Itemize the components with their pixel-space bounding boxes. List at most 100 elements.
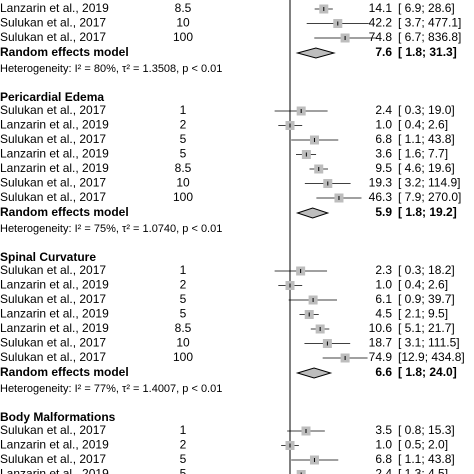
dose-label: 5 [180, 452, 187, 466]
effect-box [296, 470, 306, 474]
dose-label: 10 [176, 16, 190, 30]
study-label: Sulukan et al., 2017 [0, 132, 106, 146]
study-label: Sulukan et al., 2017 [0, 176, 106, 190]
dose-label: 1 [180, 263, 187, 277]
group-title: Body Malformations [0, 410, 116, 424]
dose-label: 1 [180, 423, 187, 437]
or-label: 9.5 [375, 161, 392, 175]
study-label: Lanzarin et al., 2019 [0, 278, 109, 292]
dose-label: 5 [180, 467, 187, 474]
summary-diamond [295, 367, 333, 379]
study-label: Lanzarin et al., 2019 [0, 467, 109, 474]
ci-label: [ 0.8; 15.3] [398, 423, 455, 437]
ci-label: [ 1.1; 43.8] [398, 452, 455, 466]
ci-label: [ 0.3; 18.2] [398, 263, 455, 277]
study-label: Lanzarin et al., 2019 [0, 118, 109, 132]
study-label: Sulukan et al., 2017 [0, 263, 106, 277]
ci-label: [ 2.1; 9.5] [398, 307, 448, 321]
ci-label: [ 5.1; 21.7] [398, 321, 455, 335]
or-label: 10.6 [369, 321, 393, 335]
ci-label: [ 0.9; 39.7] [398, 292, 455, 306]
dose-label: 5 [180, 307, 187, 321]
ci-label: [ 4.6; 19.6] [398, 161, 455, 175]
heterogeneity: Heterogeneity: I² = 77%, τ² = 1.4007, p … [0, 383, 222, 395]
study-label: Sulukan et al., 2017 [0, 452, 106, 466]
or-label: 1.0 [375, 438, 392, 452]
summary-diamond [295, 207, 330, 219]
ci-label: [ 7.9; 270.0] [398, 190, 461, 204]
or-label: 1.0 [375, 278, 392, 292]
or-label: 2.3 [375, 263, 392, 277]
or-label: 74.9 [369, 350, 393, 364]
dose-label: 5 [180, 292, 187, 306]
ci-label: [ 3.1; 111.5] [398, 336, 460, 350]
or-label: 6.8 [375, 132, 392, 146]
ci-label: [ 3.7; 477.1] [398, 16, 461, 30]
dose-label: 10 [176, 176, 190, 190]
heterogeneity: Heterogeneity: I² = 80%, τ² = 1.3508, p … [0, 63, 222, 75]
model-label: Random effects model [0, 205, 129, 219]
study-label: Sulukan et al., 2017 [0, 103, 106, 117]
heterogeneity: Heterogeneity: I² = 75%, τ² = 1.0740, p … [0, 223, 222, 235]
ci-label: [ 1.1; 43.8] [398, 132, 455, 146]
ci-label: [ 3.2; 114.9] [398, 176, 461, 190]
study-label: Lanzarin et al., 2019 [0, 147, 109, 161]
ci-label: [ 1.3; 4.5] [398, 467, 448, 474]
or-label: 5.9 [375, 205, 392, 219]
study-label: Lanzarin et al., 2019 [0, 438, 109, 452]
dose-label: 100 [173, 190, 193, 204]
study-label: Lanzarin et al., 2019 [0, 321, 109, 335]
or-label: 19.3 [369, 176, 393, 190]
dose-label: 8.5 [175, 161, 192, 175]
ci-label: [ 6.9; 28.6] [398, 1, 455, 15]
or-label: 74.8 [369, 30, 393, 44]
study-label: Sulukan et al., 2017 [0, 16, 106, 30]
ci-label: [ 0.4; 2.6] [398, 118, 448, 132]
ci-label: [ 0.4; 2.6] [398, 278, 448, 292]
ci-label: [ 1.8; 31.3] [398, 45, 457, 59]
study-label: Sulukan et al., 2017 [0, 350, 106, 364]
ci-label: [ 6.7; 836.8] [398, 30, 461, 44]
ci-label: [12.9; 434.8] [398, 350, 465, 364]
study-label: Sulukan et al., 2017 [0, 30, 106, 44]
dose-label: 2 [180, 438, 187, 452]
dose-label: 8.5 [175, 321, 192, 335]
or-label: 2.4 [375, 103, 392, 117]
dose-label: 100 [173, 30, 193, 44]
study-label: Lanzarin et al., 2019 [0, 161, 109, 175]
or-label: 4.5 [375, 307, 392, 321]
ci-label: [ 1.6; 7.7] [398, 147, 448, 161]
summary-diamond [295, 47, 336, 59]
group-title: Spinal Curvature [0, 250, 96, 264]
or-label: 1.0 [375, 118, 392, 132]
or-label: 6.8 [375, 452, 392, 466]
or-label: 3.5 [375, 423, 392, 437]
dose-label: 100 [173, 350, 193, 364]
or-label: 7.6 [375, 45, 392, 59]
ci-label: [ 1.8; 19.2] [398, 205, 457, 219]
or-label: 6.6 [375, 365, 392, 379]
dose-label: 2 [180, 118, 187, 132]
ci-label: [ 0.5; 2.0] [398, 438, 448, 452]
dose-label: 5 [180, 132, 187, 146]
ci-label: [ 0.3; 19.0] [398, 103, 455, 117]
dose-label: 2 [180, 278, 187, 292]
or-label: 14.1 [369, 1, 393, 15]
study-label: Sulukan et al., 2017 [0, 292, 106, 306]
study-label: Sulukan et al., 2017 [0, 423, 106, 437]
dose-label: 1 [180, 103, 187, 117]
or-label: 18.7 [369, 336, 393, 350]
dose-label: 10 [176, 336, 190, 350]
or-label: 46.3 [369, 190, 393, 204]
study-label: Lanzarin et al., 2019 [0, 307, 109, 321]
study-label: Sulukan et al., 2017 [0, 336, 106, 350]
model-label: Random effects model [0, 45, 129, 59]
dose-label: 5 [180, 147, 187, 161]
or-label: 2.4 [375, 467, 392, 474]
study-label: Lanzarin et al., 2019 [0, 1, 109, 15]
model-label: Random effects model [0, 365, 129, 379]
or-label: 42.2 [369, 16, 393, 30]
dose-label: 8.5 [175, 1, 192, 15]
or-label: 6.1 [375, 292, 392, 306]
